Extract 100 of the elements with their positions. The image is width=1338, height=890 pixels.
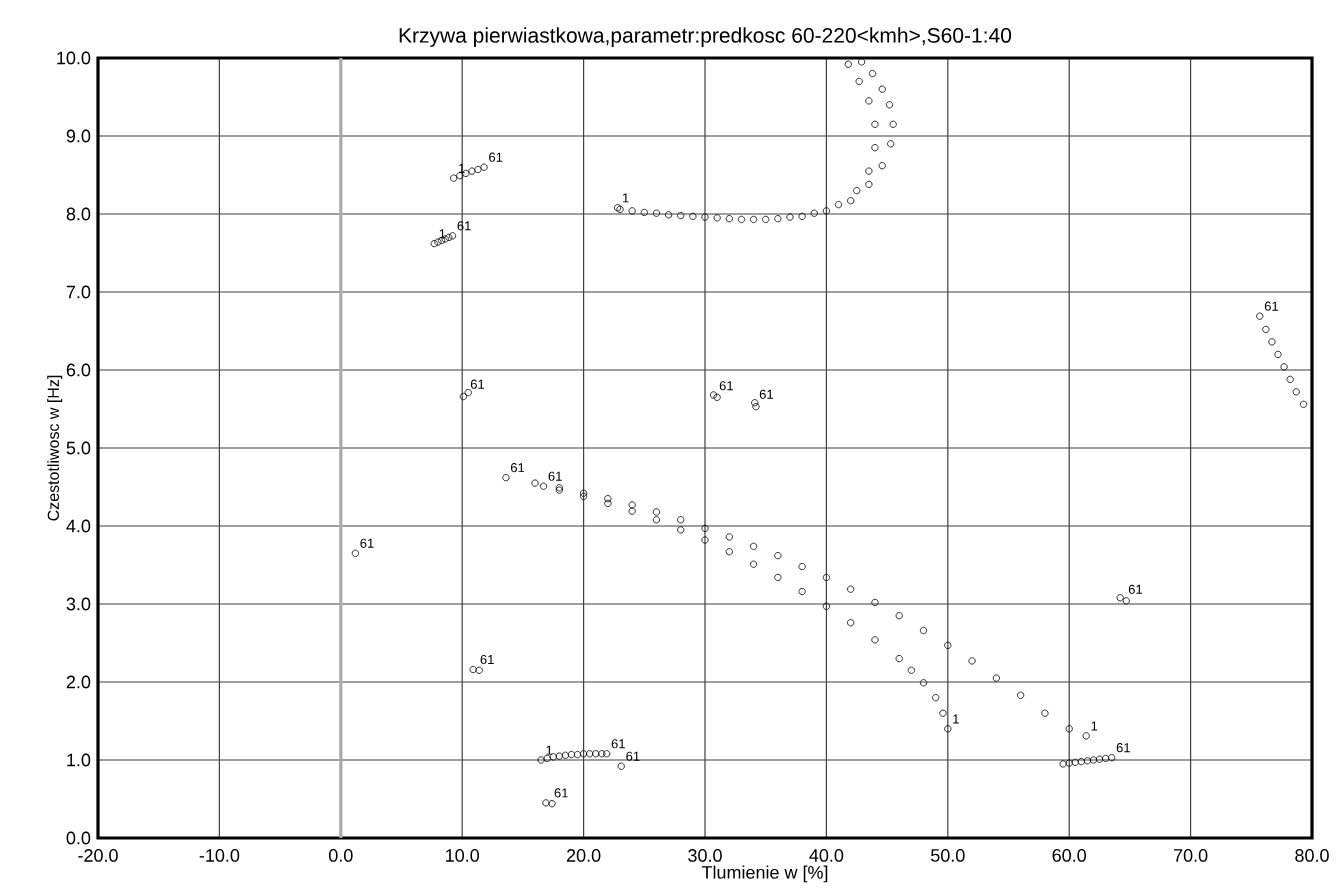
point [725,548,733,556]
point [865,167,873,175]
y-tick-label: 0.0 [66,831,91,845]
point [871,636,879,644]
point [1017,691,1025,699]
point [1059,760,1067,768]
point [580,492,588,500]
point [464,389,472,397]
x-tick-label: -10.0 [199,849,240,862]
y-tick-label: 3.0 [66,597,91,611]
point [598,750,606,758]
point [1116,594,1124,602]
y-tick-label: 6.0 [66,363,91,377]
point [1108,754,1116,762]
point [737,215,746,224]
point [725,533,733,541]
point [603,750,611,758]
x-tick-label: 0.0 [328,849,353,862]
point [351,549,359,557]
point [895,655,903,663]
point [868,70,877,78]
chart-title: Krzywa pierwiastkowa,parametr:predkosc 60-220<kmh>,S60-1:40 [399,27,1012,47]
point [592,750,600,758]
point [677,516,685,524]
point [580,489,588,497]
point [475,666,483,674]
point [749,560,758,568]
point [628,507,636,515]
y-tick-label: 1.0 [67,753,91,767]
point [858,58,866,66]
point [865,180,873,188]
point [786,213,794,221]
point [469,665,477,674]
x-tick-label: 60.0 [1052,849,1087,862]
point [474,165,482,174]
point [1071,758,1079,766]
point [468,167,476,175]
point [677,211,685,220]
point [548,800,556,808]
point [1102,754,1110,763]
point [604,495,612,503]
point [701,213,709,221]
point [798,587,806,596]
x-tick-label: 30.0 [688,849,722,862]
point [878,162,886,170]
x-tick-label: 40.0 [809,849,844,862]
point [537,756,545,764]
point [1274,350,1282,358]
point [725,215,733,223]
point [586,750,594,758]
point [853,187,861,195]
point [847,619,855,627]
point [677,526,685,534]
y-tick-label: 2.0 [66,675,91,689]
point [968,657,976,665]
point [539,482,548,490]
point [855,77,863,85]
point [751,399,759,407]
point [944,641,952,649]
point [580,750,588,758]
point [1268,338,1276,346]
point [919,679,928,687]
point [871,120,879,128]
point [871,144,879,152]
point [1082,732,1090,740]
point [459,392,468,401]
point [448,232,457,240]
point [907,666,915,674]
point [810,209,818,217]
point [1299,400,1308,408]
x-tick-label: 80.0 [1295,849,1329,862]
point [628,207,636,215]
point [456,172,464,180]
point [434,238,442,246]
point [798,212,806,220]
point [1089,756,1098,764]
point [652,508,661,516]
point [640,208,648,217]
point [713,214,721,222]
point [889,120,897,128]
point [939,709,947,717]
point [701,524,709,532]
point [774,552,782,560]
point [1280,363,1288,371]
point [652,209,661,217]
point [1286,375,1294,383]
point [944,725,952,733]
point [1095,755,1104,763]
point [1065,725,1073,733]
point [798,562,806,571]
point [885,101,894,109]
point [919,626,928,635]
point [774,215,782,223]
point [445,233,453,241]
point [1262,325,1270,334]
y-axis-title: Czestotliwosc w [Hz] [47,375,63,521]
point [617,762,625,770]
point [1083,757,1092,765]
point [689,212,697,220]
y-tick-label: 8.0 [66,207,91,221]
